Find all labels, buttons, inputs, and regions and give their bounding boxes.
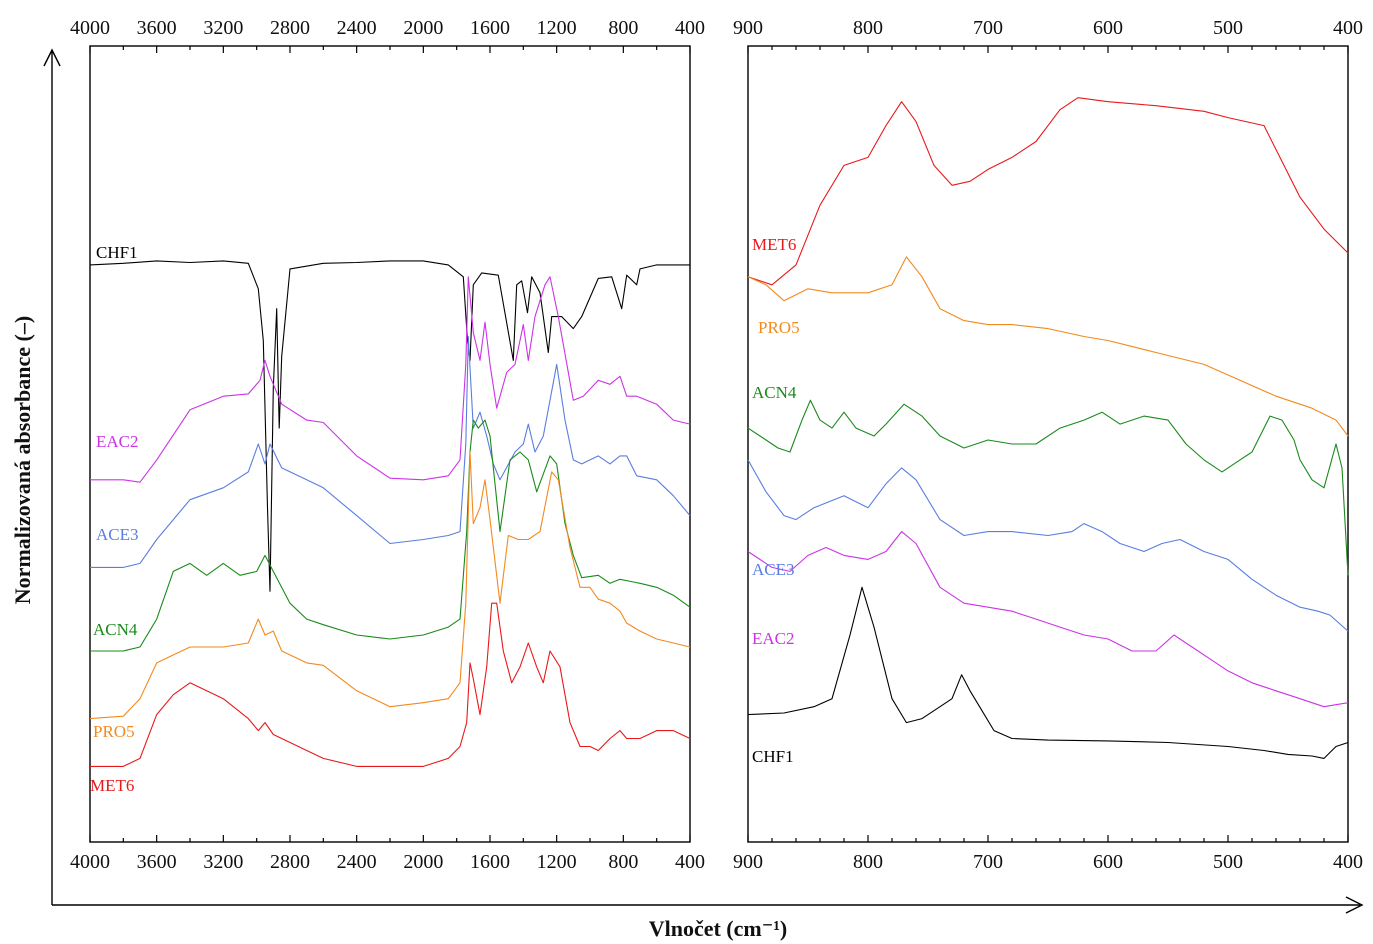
spectrum-chf1 (89, 260, 690, 592)
x-tick-label-top-3200: 3200 (203, 17, 243, 39)
x-tick-label-bottom-400: 400 (1333, 851, 1363, 873)
series-label-ace3: ACE3 (752, 560, 795, 579)
x-tick-label-top-800: 800 (608, 17, 638, 39)
right-panel-ticks: 900 900 800 800 700 700 600 600 500 500 400 400 (733, 17, 1363, 873)
series-label-met6: MET6 (752, 235, 796, 254)
spectrum-acn4 (90, 419, 691, 652)
x-tick-label-top-1200: 1200 (537, 17, 577, 39)
right-panel-spectra (747, 97, 1349, 759)
series-label-pro5: PRO5 (93, 722, 135, 741)
x-tick-label-bottom-800: 800 (608, 851, 638, 873)
x-tick-label-top-400: 400 (675, 17, 705, 39)
spectrum-acn4 (747, 399, 1349, 576)
left-panel-series-labels: CHF1 EAC2 ACE3 ACN4 PRO5 MET6 (90, 243, 139, 795)
x-tick-label-top-600: 600 (1093, 17, 1123, 39)
x-tick-label-bottom-3200: 3200 (203, 851, 243, 873)
spectrum-ace3 (90, 335, 691, 568)
y-axis-arrow (43, 48, 61, 905)
series-label-met6: MET6 (90, 776, 134, 795)
x-tick-label-bottom-600: 600 (1093, 851, 1123, 873)
series-label-eac2: EAC2 (752, 629, 795, 648)
x-tick-label-top-900: 900 (733, 17, 763, 39)
x-axis-arrow (52, 896, 1364, 914)
x-tick-label-top-3600: 3600 (137, 17, 177, 39)
right-panel-series-labels: MET6 PRO5 ACN4 ACE3 EAC2 CHF1 (752, 235, 800, 766)
x-tick-label-top-4000: 4000 (70, 17, 110, 39)
x-tick-label-bottom-700: 700 (973, 851, 1003, 873)
x-tick-label-bottom-1600: 1600 (470, 851, 510, 873)
spectrum-met6 (90, 602, 691, 767)
x-tick-label-bottom-2000: 2000 (403, 851, 443, 873)
series-label-chf1: CHF1 (752, 747, 794, 766)
y-axis-title: Normalizovaná absorbance (–) (10, 316, 35, 604)
spectrum-eac2 (90, 276, 691, 483)
x-tick-label-bottom-400: 400 (675, 851, 705, 873)
x-tick-label-top-400: 400 (1333, 17, 1363, 39)
left-panel-spectra (89, 260, 691, 767)
series-label-pro5: PRO5 (758, 318, 800, 337)
left-panel-frame (89, 45, 691, 843)
x-axis-title: Vlnočet (cm⁻¹) (649, 916, 788, 941)
x-tick-label-top-1600: 1600 (470, 17, 510, 39)
spectrum-met6 (747, 97, 1349, 286)
spectrum-eac2 (747, 531, 1349, 708)
x-tick-label-top-2800: 2800 (270, 17, 310, 39)
x-tick-label-bottom-900: 900 (733, 851, 763, 873)
left-panel-ticks: 4000 4000 3600 3600 3200 3200 2800 2800 2400 2400… (70, 17, 705, 873)
series-label-ace3: ACE3 (96, 525, 139, 544)
x-tick-label-bottom-2400: 2400 (337, 851, 377, 873)
x-tick-label-bottom-3600: 3600 (137, 851, 177, 873)
x-tick-label-top-500: 500 (1213, 17, 1243, 39)
x-tick-label-bottom-4000: 4000 (70, 851, 110, 873)
x-tick-label-bottom-800: 800 (853, 851, 883, 873)
x-tick-label-top-700: 700 (973, 17, 1003, 39)
x-tick-label-bottom-2800: 2800 (270, 851, 310, 873)
x-tick-label-bottom-500: 500 (1213, 851, 1243, 873)
spectrum-pro5 (747, 256, 1349, 437)
spectrum-pro5 (89, 451, 691, 720)
right-panel-frame (747, 45, 1349, 843)
x-tick-label-top-2000: 2000 (403, 17, 443, 39)
x-tick-label-top-2400: 2400 (337, 17, 377, 39)
series-label-acn4: ACN4 (752, 383, 797, 402)
series-label-eac2: EAC2 (96, 432, 139, 451)
x-tick-label-top-800: 800 (853, 17, 883, 39)
series-label-acn4: ACN4 (93, 620, 138, 639)
series-label-chf1: CHF1 (96, 243, 138, 262)
spectrum-chf1 (747, 586, 1349, 759)
x-tick-label-bottom-1200: 1200 (537, 851, 577, 873)
spectrum-ace3 (747, 459, 1349, 632)
